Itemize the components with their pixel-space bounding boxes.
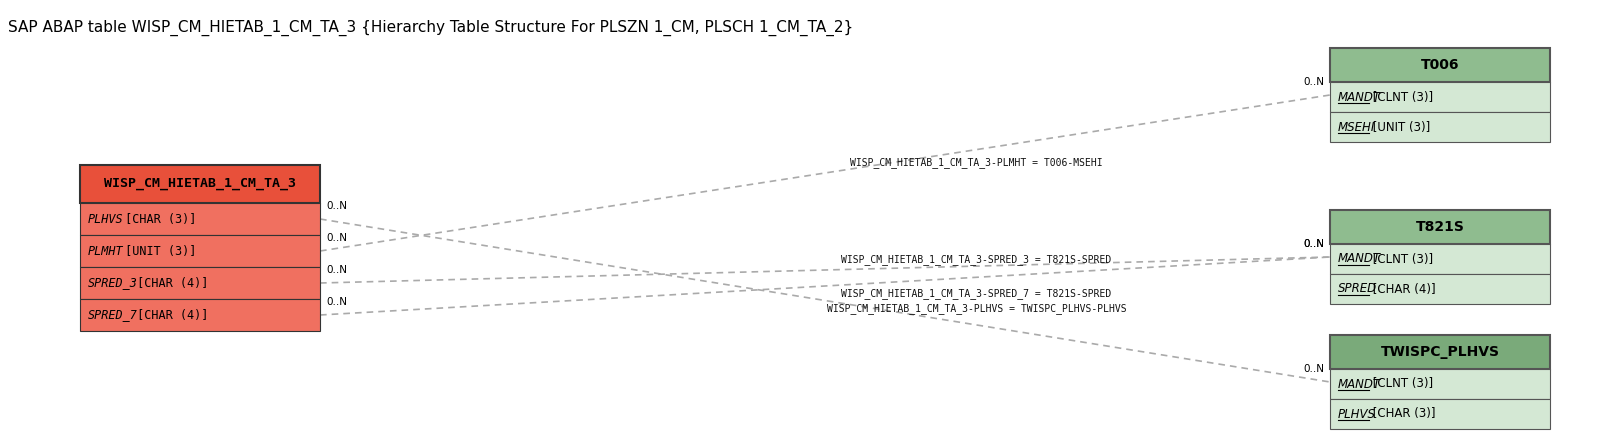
- Text: [CLNT (3)]: [CLNT (3)]: [1369, 253, 1433, 265]
- Bar: [80, 235, 320, 267]
- Bar: [1330, 82, 1549, 112]
- Bar: [80, 267, 320, 299]
- Text: PLHVS: PLHVS: [88, 213, 123, 225]
- Text: 0..N: 0..N: [1303, 239, 1324, 249]
- Text: WISP_CM_HIETAB_1_CM_TA_3: WISP_CM_HIETAB_1_CM_TA_3: [104, 178, 296, 190]
- Text: 0..N: 0..N: [326, 201, 347, 211]
- Text: [CHAR (4)]: [CHAR (4)]: [1369, 283, 1436, 295]
- Bar: [1330, 335, 1549, 369]
- Text: WISP_CM_HIETAB_1_CM_TA_3-SPRED_3 = T821S-SPRED: WISP_CM_HIETAB_1_CM_TA_3-SPRED_3 = T821S…: [841, 255, 1111, 265]
- Text: T821S: T821S: [1415, 220, 1465, 234]
- Text: [UNIT (3)]: [UNIT (3)]: [118, 245, 197, 257]
- Text: PLMHT: PLMHT: [88, 245, 123, 257]
- Text: T006: T006: [1422, 58, 1460, 72]
- Text: [CHAR (3)]: [CHAR (3)]: [118, 213, 197, 225]
- Text: SAP ABAP table WISP_CM_HIETAB_1_CM_TA_3 {Hierarchy Table Structure For PLSZN 1_C: SAP ABAP table WISP_CM_HIETAB_1_CM_TA_3 …: [8, 20, 854, 36]
- Text: MANDT: MANDT: [1338, 377, 1382, 390]
- Text: WISP_CM_HIETAB_1_CM_TA_3-SPRED_7 = T821S-SPRED: WISP_CM_HIETAB_1_CM_TA_3-SPRED_7 = T821S…: [841, 288, 1111, 299]
- Text: MSEHI: MSEHI: [1338, 120, 1375, 133]
- Bar: [1330, 112, 1549, 142]
- Text: SPRED_7: SPRED_7: [88, 308, 138, 322]
- Text: SPRED_3: SPRED_3: [88, 276, 138, 289]
- Text: WISP_CM_HIETAB_1_CM_TA_3-PLHVS = TWISPC_PLHVS-PLHVS: WISP_CM_HIETAB_1_CM_TA_3-PLHVS = TWISPC_…: [827, 303, 1126, 314]
- Text: SPRED: SPRED: [1338, 283, 1377, 295]
- Text: [CLNT (3)]: [CLNT (3)]: [1369, 377, 1433, 390]
- Bar: [1330, 274, 1549, 304]
- Text: 0..N: 0..N: [1303, 239, 1324, 249]
- Bar: [1330, 244, 1549, 274]
- Text: 0..N: 0..N: [1303, 77, 1324, 87]
- Text: 0..N: 0..N: [326, 297, 347, 307]
- Bar: [1330, 48, 1549, 82]
- Bar: [1330, 399, 1549, 429]
- Text: TWISPC_PLHVS: TWISPC_PLHVS: [1380, 345, 1500, 359]
- Text: PLHVS: PLHVS: [1338, 408, 1377, 420]
- Text: [CHAR (4)]: [CHAR (4)]: [130, 276, 208, 289]
- Text: 0..N: 0..N: [326, 233, 347, 243]
- Text: [CHAR (4)]: [CHAR (4)]: [130, 308, 208, 322]
- Text: [CLNT (3)]: [CLNT (3)]: [1369, 90, 1433, 104]
- Bar: [1330, 369, 1549, 399]
- Text: [UNIT (3)]: [UNIT (3)]: [1369, 120, 1430, 133]
- Bar: [80, 299, 320, 331]
- Text: WISP_CM_HIETAB_1_CM_TA_3-PLMHT = T006-MSEHI: WISP_CM_HIETAB_1_CM_TA_3-PLMHT = T006-MS…: [851, 158, 1103, 168]
- Text: 0..N: 0..N: [1303, 364, 1324, 374]
- Bar: [1330, 210, 1549, 244]
- Text: 0..N: 0..N: [326, 265, 347, 275]
- Bar: [80, 203, 320, 235]
- Text: MANDT: MANDT: [1338, 253, 1382, 265]
- Bar: [80, 165, 320, 203]
- Text: MANDT: MANDT: [1338, 90, 1382, 104]
- Text: [CHAR (3)]: [CHAR (3)]: [1369, 408, 1436, 420]
